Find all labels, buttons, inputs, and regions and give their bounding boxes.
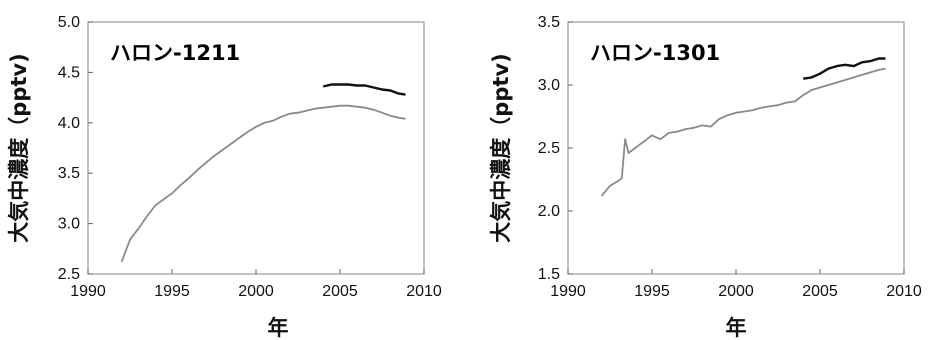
- x-tick-label: 2010: [406, 283, 442, 300]
- x-tick-label: 1995: [634, 283, 670, 300]
- y-tick-label: 2.5: [58, 266, 80, 283]
- y-tick-label: 1.5: [538, 266, 560, 283]
- y-tick-label: 3.5: [538, 14, 560, 31]
- y-tick-label: 4.5: [58, 64, 80, 81]
- y-tick-label: 2.0: [538, 203, 560, 220]
- series-lines: [600, 57, 886, 197]
- x-tick-label: 2000: [238, 283, 274, 300]
- y-axis-label: 大気中濃度（pptv): [7, 53, 31, 242]
- y-axis-label: 大気中濃度（pptv): [489, 53, 513, 242]
- x-axis-label: 年: [726, 316, 747, 340]
- x-tick-label: 2000: [718, 283, 754, 300]
- x-tick-label: 1990: [70, 283, 106, 300]
- y-tick-labels: 2.5 3.0 3.5 4.0 4.5 5.0: [58, 14, 93, 283]
- x-axis-label: 年: [268, 316, 289, 340]
- y-tick-label: 3.0: [58, 216, 80, 233]
- chart-halon-1211: ハロン-1211 年 大気中濃度（pptv) 1990 1995 2000 2005 2…: [7, 14, 442, 340]
- x-tick-label: 2010: [886, 283, 922, 300]
- y-tick-label: 4.0: [58, 115, 80, 132]
- series-line-black: [322, 83, 406, 96]
- chart-title: ハロン-1301: [590, 41, 720, 65]
- y-tick-labels: 1.5 2.0 2.5 3.0 3.5: [538, 14, 573, 283]
- chart-halon-1301: ハロン-1301 年 大気中濃度（pptv) 1990 1995 2000 2005 2…: [489, 14, 922, 340]
- y-tick-label: 2.5: [538, 140, 560, 157]
- series-line-black: [803, 57, 886, 80]
- x-tick-label: 1990: [550, 283, 586, 300]
- series-lines: [120, 83, 406, 263]
- chart-title: ハロン-1211: [110, 41, 240, 65]
- x-tick-label: 2005: [802, 283, 838, 300]
- y-tick-label: 3.0: [538, 77, 560, 94]
- series-line-gray: [120, 104, 406, 263]
- x-tick-labels: 1990 1995 2000 2005 2010: [550, 269, 922, 300]
- x-tick-labels: 1990 1995 2000 2005 2010: [70, 269, 442, 300]
- series-line-gray: [600, 67, 886, 197]
- x-tick-label: 1995: [154, 283, 190, 300]
- y-tick-label: 5.0: [58, 14, 80, 31]
- x-tick-label: 2005: [322, 283, 358, 300]
- y-tick-label: 3.5: [58, 165, 80, 182]
